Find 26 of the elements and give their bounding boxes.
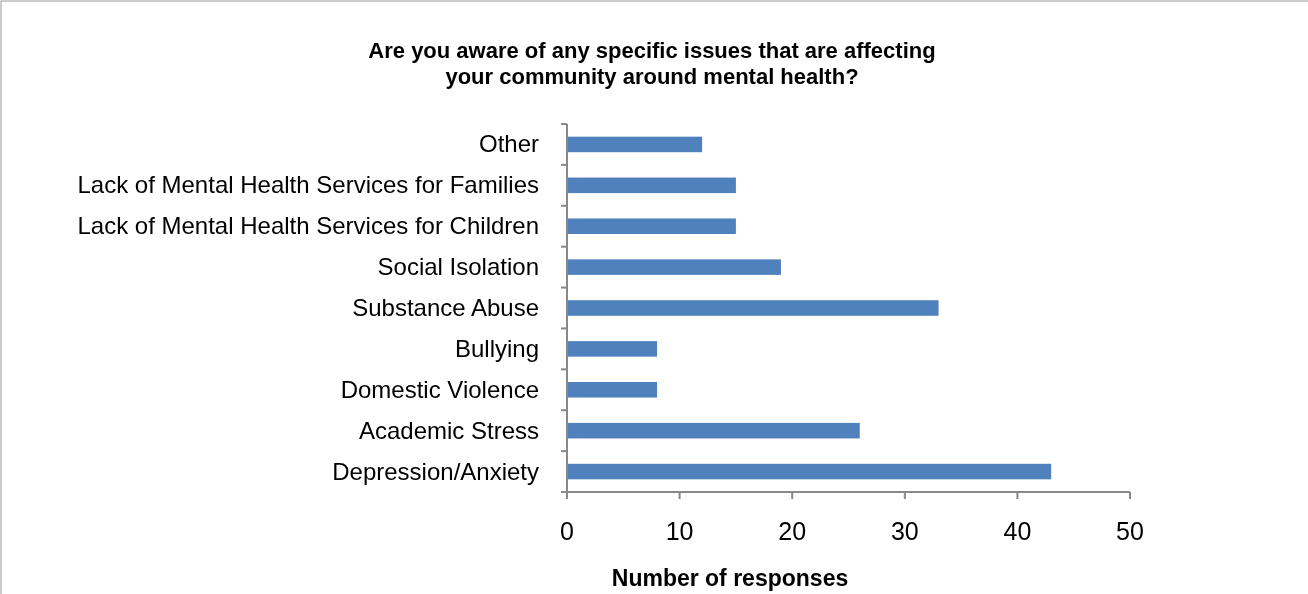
y-tick-label: Lack of Mental Health Services for Children <box>77 212 539 240</box>
x-axis-title: Number of responses <box>611 565 849 591</box>
bar <box>567 218 736 234</box>
bar <box>567 341 658 357</box>
x-tick-label: 50 <box>1116 517 1144 545</box>
y-tick-label: Academic Stress <box>358 416 539 444</box>
bar <box>567 177 736 194</box>
y-tick-label: Lack of Mental Health Services for Families <box>77 171 539 199</box>
x-tick-label: 20 <box>778 517 807 545</box>
bar <box>567 136 703 153</box>
y-tick-label: Depression/Anxiety <box>332 457 539 485</box>
y-tick-label: Other <box>478 130 539 158</box>
x-tick-label: 10 <box>665 517 694 545</box>
bar <box>567 259 781 275</box>
y-tick-label: Social Isolation <box>377 253 539 281</box>
bar <box>567 300 939 316</box>
y-tick-label: Substance Abuse <box>352 294 539 321</box>
chart-title: Are you aware of any specific issues that are affecting your community around mental health? <box>368 38 936 89</box>
bar <box>567 382 658 398</box>
x-tick-label: 40 <box>1003 517 1032 545</box>
x-tick-label: 0 <box>560 517 574 545</box>
bar <box>567 463 1052 480</box>
y-tick-label: Domestic Violence <box>340 375 539 403</box>
bar <box>567 422 860 439</box>
y-tick-label: Bullying <box>454 334 539 362</box>
x-tick-label: 30 <box>890 517 919 545</box>
